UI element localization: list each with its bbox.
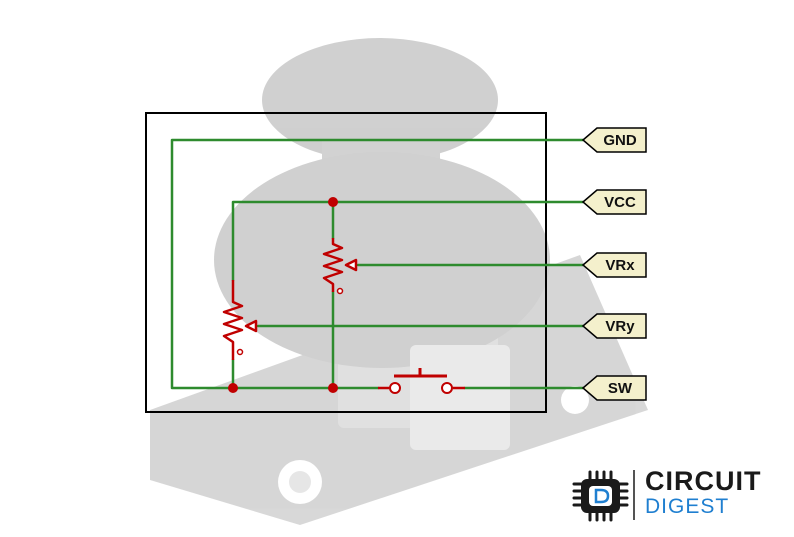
gnd-junction-node-right <box>328 383 338 393</box>
pin-vrx-label: VRx <box>605 257 635 274</box>
gnd-junction-node-left <box>228 383 238 393</box>
pin-sw-label: SW <box>608 380 633 397</box>
junction-nodes <box>228 197 338 393</box>
pin-gnd-label: GND <box>603 132 637 149</box>
pin-sw: SW <box>581 375 647 401</box>
vcc-wire <box>231 200 585 282</box>
vrx-potentiometer <box>322 238 358 295</box>
logo-text-circuit: CIRCUIT <box>645 466 762 496</box>
pin-vrx: VRx <box>581 252 647 278</box>
vcc-junction-node <box>328 197 338 207</box>
logo-text-digest: DIGEST <box>645 495 730 518</box>
gnd-wire <box>170 138 585 390</box>
push-switch <box>378 368 465 394</box>
chip-d-icon <box>572 470 629 522</box>
module-outline <box>145 112 547 413</box>
pin-gnd: GND <box>581 127 647 153</box>
vry-potentiometer <box>222 280 258 360</box>
joystick-module-photo <box>150 38 648 525</box>
pin-vcc: VCC <box>581 189 647 215</box>
pin-vcc-label: VCC <box>604 194 636 211</box>
pin-vry-label: VRy <box>605 318 635 335</box>
pin-vry: VRy <box>581 313 647 339</box>
